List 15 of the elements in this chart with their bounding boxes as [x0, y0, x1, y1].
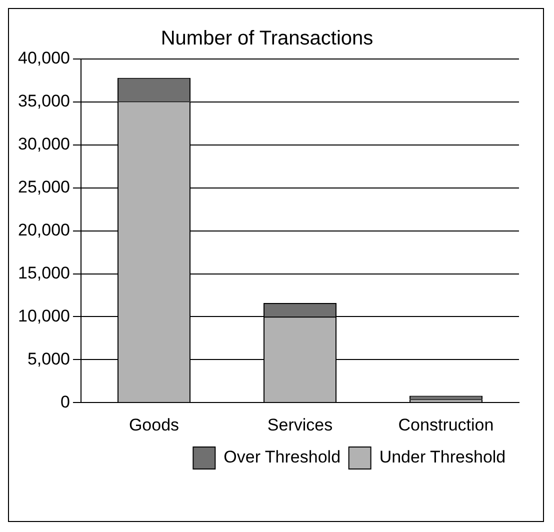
y-tick-label: 10,000 — [18, 306, 70, 326]
y-tick-label: 5,000 — [27, 349, 70, 368]
y-tick-label: 35,000 — [18, 92, 70, 111]
x-tick-label: Construction — [398, 415, 494, 434]
y-tick-label: 15,000 — [18, 263, 70, 282]
y-tick-label: 30,000 — [18, 134, 70, 154]
y-tick-label: 0 — [60, 392, 70, 412]
x-tick-label: Goods — [128, 415, 180, 434]
legend-label: Over Threshold — [224, 448, 341, 467]
x-tick-label: Services — [267, 415, 333, 434]
y-tick-label: 20,000 — [18, 220, 70, 240]
y-tick-label: 40,000 — [18, 48, 70, 68]
chart-title: Number of Transactions — [160, 28, 374, 50]
y-tick-label: 25,000 — [18, 178, 70, 197]
legend-label: Under Threshold — [379, 448, 506, 467]
